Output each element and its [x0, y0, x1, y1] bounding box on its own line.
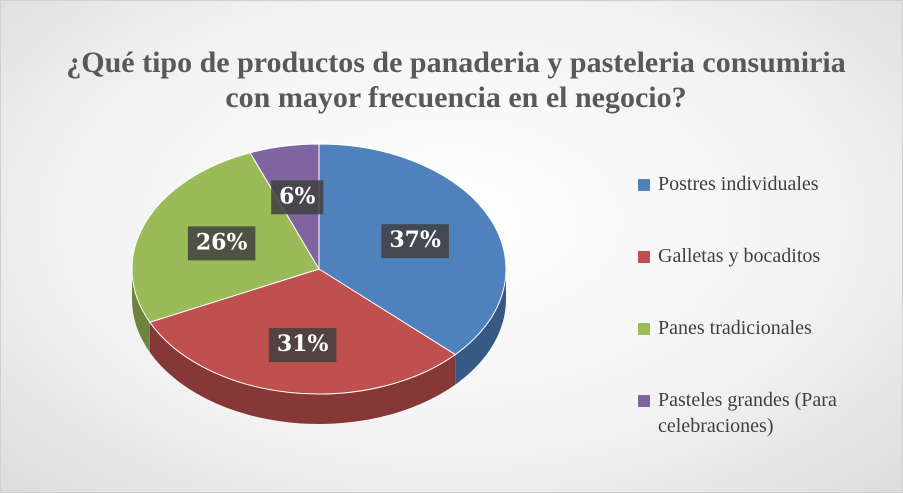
data-label: 26% [187, 226, 256, 261]
data-label-bg [187, 226, 256, 261]
data-label-bg [381, 224, 449, 259]
data-label-text: 6% [279, 183, 315, 209]
data-label-text: 26% [196, 229, 248, 255]
legend-item: Postres individuales [638, 171, 893, 197]
legend-swatch [638, 323, 650, 335]
legend-swatch [638, 179, 650, 191]
legend: Postres individuales Galletas y bocaditos… [638, 171, 893, 485]
data-label: 31% [268, 328, 337, 363]
data-label-bg [268, 328, 337, 363]
legend-label: Postres individuales [658, 173, 819, 195]
data-label-bg [271, 180, 324, 215]
legend-label: Pasteles grandes (Para celebraciones) [658, 389, 837, 437]
data-label-text: 37% [389, 227, 441, 253]
data-label: 6% [271, 180, 324, 215]
legend-label: Galletas y bocaditos [658, 245, 821, 267]
legend-swatch [638, 395, 650, 407]
legend-label: Panes tradicionales [658, 317, 812, 339]
slice-side [132, 269, 150, 353]
legend-swatch [638, 251, 650, 263]
legend-item: Pasteles grandes (Para celebraciones) [638, 387, 893, 439]
slice-side [455, 269, 506, 385]
chart-title: ¿Qué tipo de productos de panaderia y pa… [66, 46, 846, 114]
data-label: 37% [381, 224, 449, 259]
data-label-text: 31% [277, 331, 329, 357]
legend-item: Panes tradicionales [638, 315, 893, 341]
slice-side [149, 322, 456, 424]
legend-item: Galletas y bocaditos [638, 243, 893, 269]
